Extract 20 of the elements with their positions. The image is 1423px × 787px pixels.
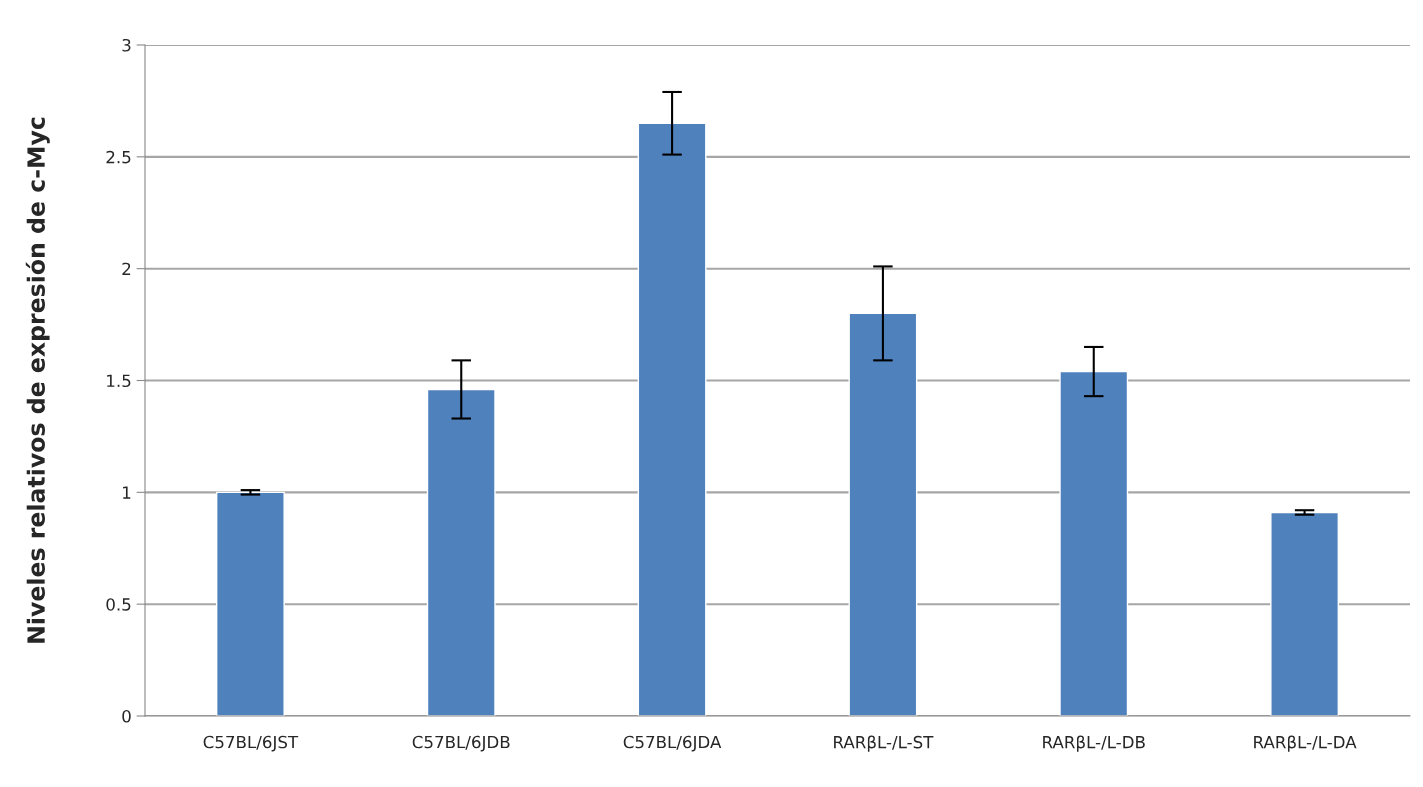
x-tick-label: RARβL-/L-ST — [834, 735, 934, 752]
y-tick-label: 0 — [122, 709, 131, 723]
x-tick-label: RARβL-/L-DB — [1043, 735, 1145, 752]
x-tick-label: C57BL/6JDA — [623, 735, 722, 752]
y-tick-label: 2.5 — [106, 150, 131, 164]
x-tick-label: RARβL-/L-DA — [1254, 735, 1357, 752]
y-tick-label: 1.5 — [107, 374, 131, 388]
bar — [1270, 511, 1340, 716]
x-tick-label: C57BL/6JDB — [412, 735, 510, 752]
y-tick-label: 3 — [122, 38, 131, 52]
bar — [637, 122, 707, 716]
y-tick-label: 2 — [122, 262, 131, 275]
y-tick-label: 0.5 — [106, 598, 131, 611]
bar — [215, 491, 285, 716]
x-tick-label: C57BL/6JST — [203, 735, 299, 752]
bar — [1059, 370, 1129, 716]
bar — [848, 312, 918, 716]
y-axis-title: Niveles relativos de expresión de c-Myc — [25, 117, 50, 643]
y-tick-label: 1 — [123, 486, 131, 499]
bar — [426, 388, 496, 716]
